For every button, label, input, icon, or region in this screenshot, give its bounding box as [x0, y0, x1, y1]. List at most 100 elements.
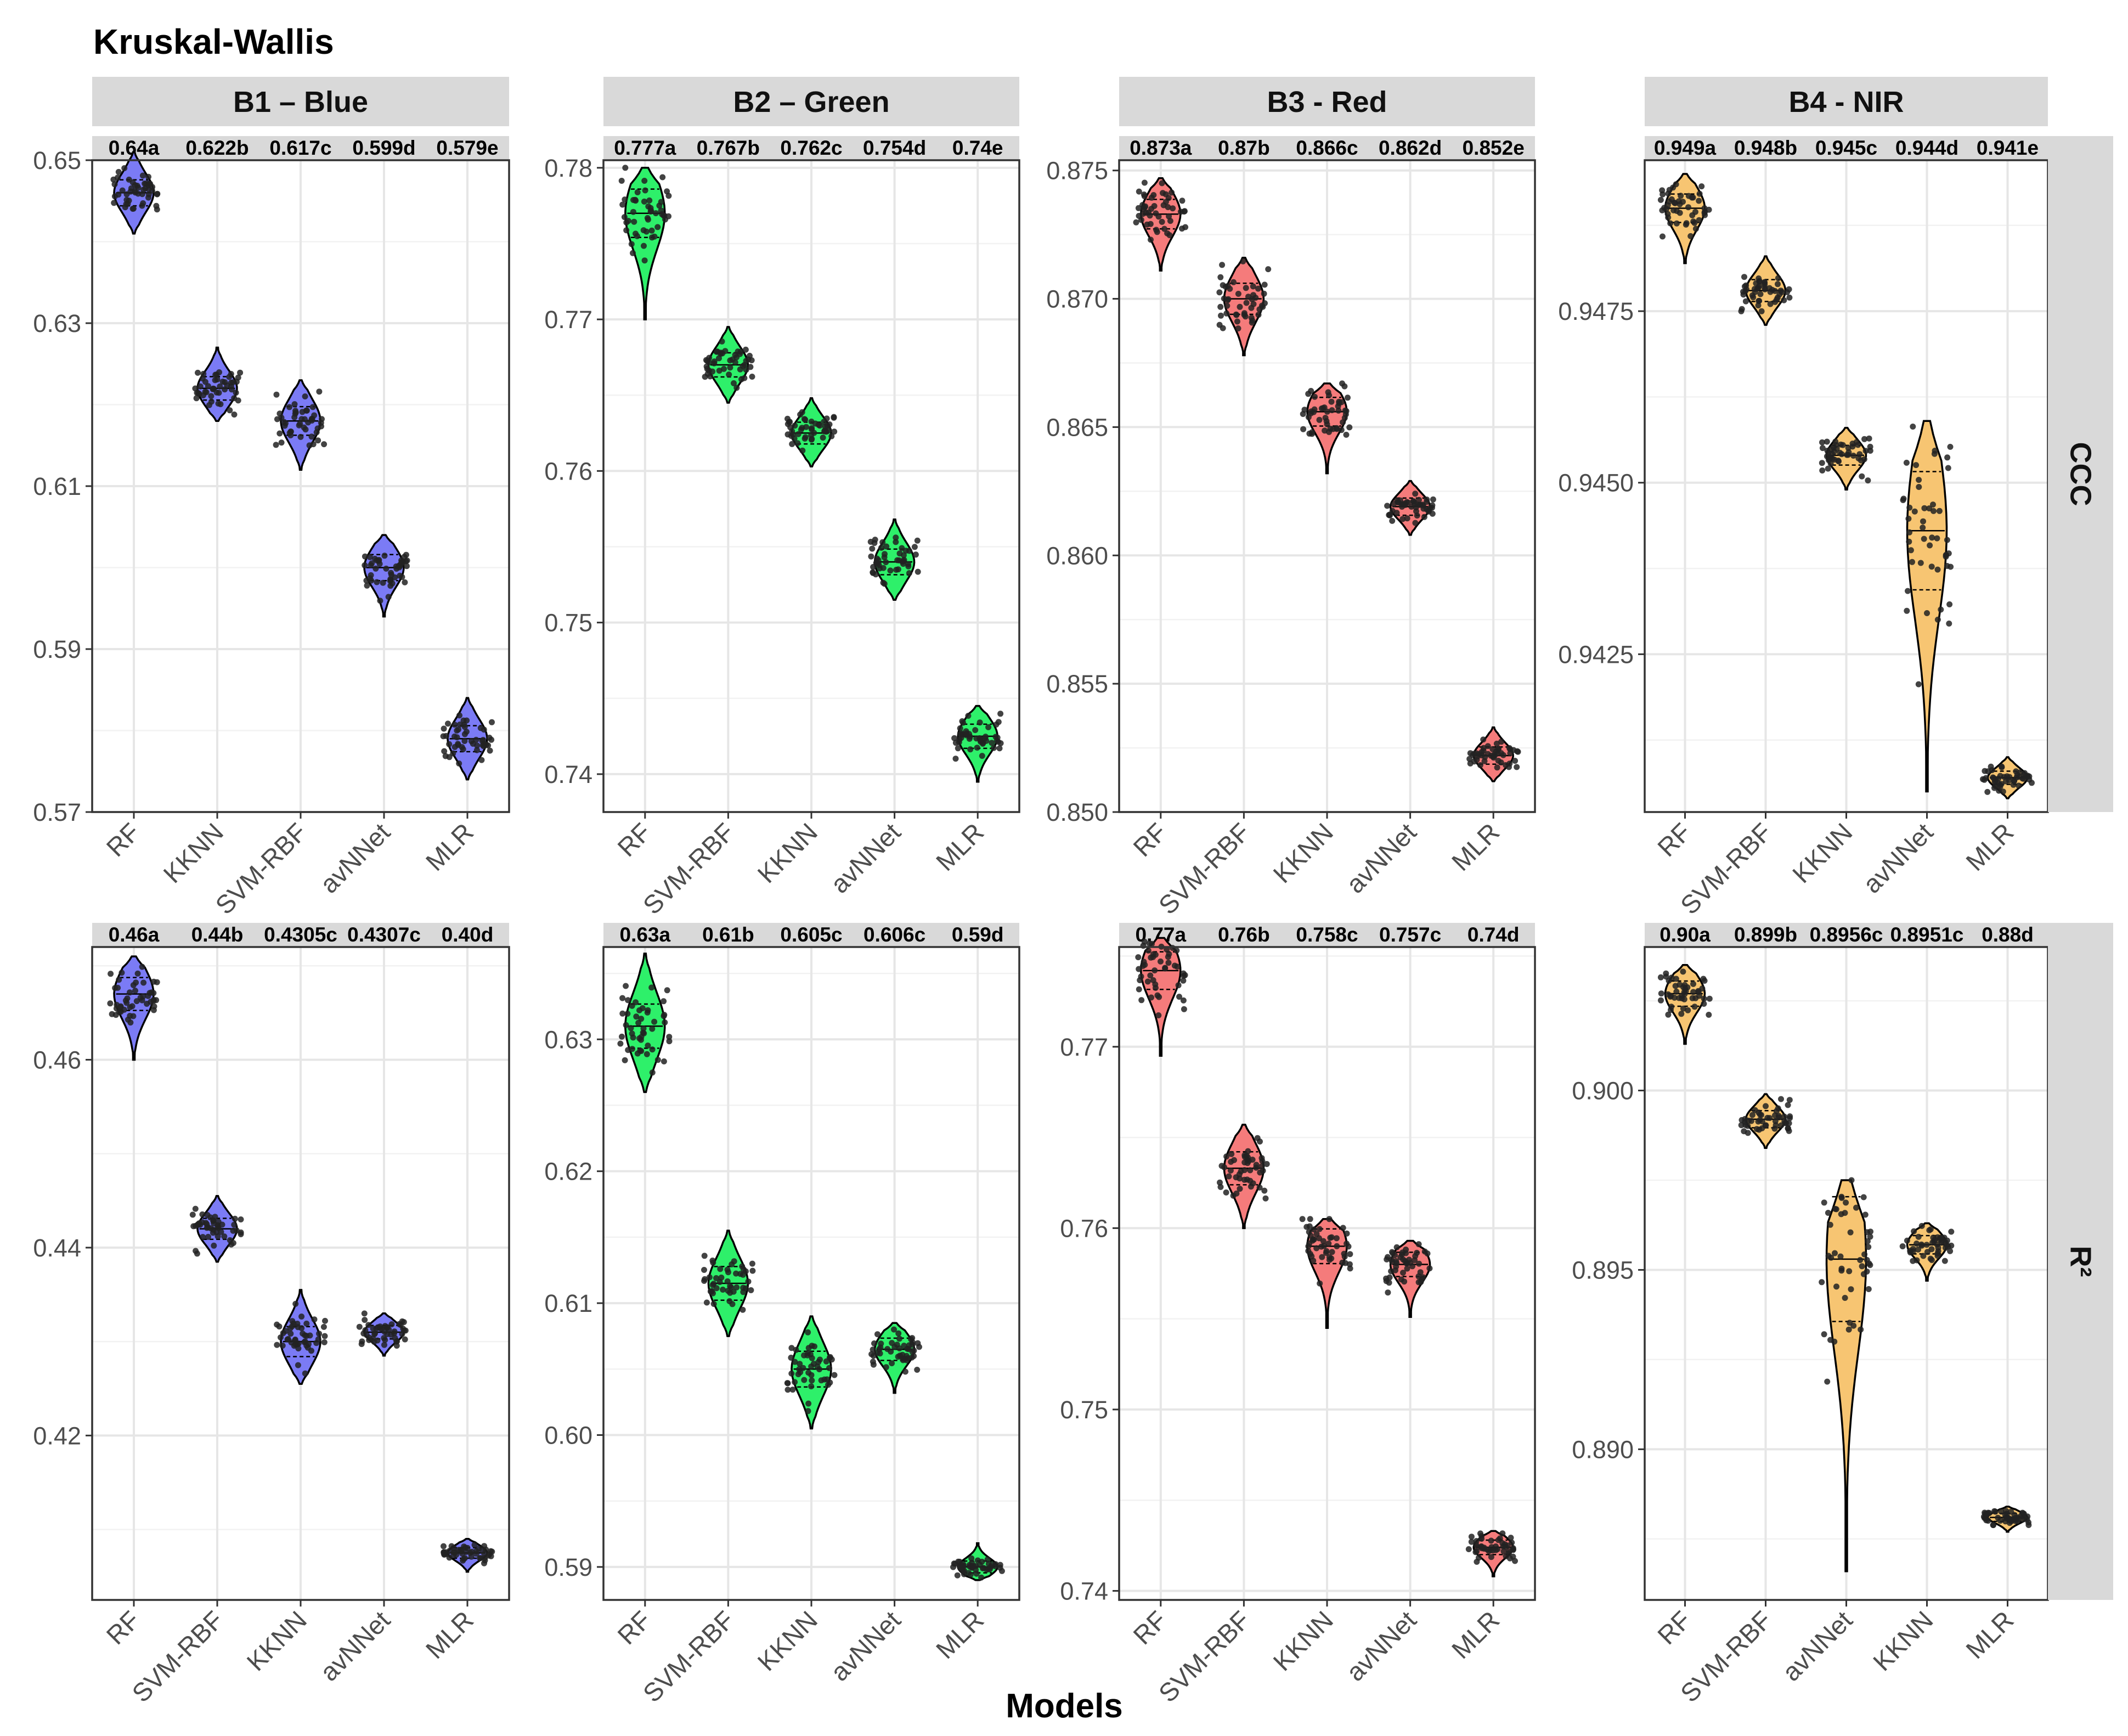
data-point: [1175, 982, 1182, 989]
data-point: [1313, 1231, 1320, 1237]
data-point: [630, 208, 636, 215]
data-point: [398, 557, 405, 563]
data-point: [1948, 563, 1954, 570]
data-point: [1334, 1243, 1340, 1249]
data-point: [365, 1322, 372, 1328]
y-tick-label: 0.59: [33, 635, 81, 663]
data-point: [1865, 477, 1871, 484]
group-annotation-avnnet: 0.754d: [863, 137, 926, 159]
data-point: [287, 1325, 293, 1332]
data-point: [1300, 426, 1307, 432]
data-point: [619, 995, 626, 1001]
data-point: [743, 367, 749, 373]
data-point: [291, 401, 298, 408]
data-point: [1769, 286, 1776, 293]
data-point: [997, 740, 1004, 747]
data-point: [404, 557, 410, 564]
y-tick-label: 0.75: [1060, 1396, 1108, 1424]
data-point: [954, 1572, 961, 1579]
data-point: [227, 407, 233, 414]
data-point: [1174, 963, 1181, 970]
data-point: [661, 998, 667, 1005]
data-point: [1683, 988, 1689, 994]
data-point: [1819, 439, 1825, 446]
x-tick-label-mlr: MLR: [1446, 1605, 1505, 1665]
y-tick-label: 0.60: [544, 1421, 592, 1449]
data-point: [298, 416, 305, 422]
data-point: [1742, 1115, 1748, 1122]
data-point: [1666, 977, 1672, 984]
data-point: [749, 374, 755, 380]
data-point: [882, 551, 888, 557]
data-point: [230, 1227, 236, 1234]
data-point: [1758, 308, 1765, 314]
data-point: [983, 737, 990, 744]
y-tick-label: 0.870: [1046, 285, 1108, 313]
data-point: [955, 1558, 962, 1565]
y-tick-label: 0.63: [544, 1025, 592, 1053]
data-point: [1738, 308, 1745, 314]
data-point: [1165, 204, 1171, 210]
data-point: [1241, 1176, 1248, 1183]
data-point: [1386, 1280, 1392, 1286]
data-point: [1665, 1011, 1672, 1018]
data-point: [1850, 453, 1856, 459]
data-point: [1659, 207, 1666, 213]
data-point: [1403, 1250, 1409, 1256]
group-annotation-kknn: 0.758c: [1296, 923, 1358, 946]
data-point: [308, 415, 315, 422]
annotation-band: [1645, 136, 2048, 160]
x-tick-label-rf: RF: [100, 1605, 145, 1650]
data-point: [1247, 1167, 1254, 1174]
group-annotation-svm-rbf: 0.617c: [269, 137, 331, 159]
data-point: [1687, 233, 1694, 239]
data-point: [316, 1331, 323, 1337]
data-point: [126, 176, 132, 183]
points-kknn: [1300, 380, 1353, 438]
y-tick-label: 0.9450: [1558, 469, 1634, 497]
data-point: [1498, 739, 1505, 745]
data-point: [455, 726, 461, 732]
data-point: [972, 727, 979, 734]
data-point: [388, 1332, 394, 1338]
data-point: [1307, 1232, 1314, 1239]
data-point: [227, 1237, 233, 1243]
data-point: [1665, 214, 1672, 221]
data-point: [1915, 1246, 1921, 1253]
points-mlr: [1980, 763, 2035, 795]
data-point: [1261, 1187, 1268, 1194]
points-kknn: [1899, 1222, 1955, 1264]
data-point: [441, 1543, 447, 1549]
data-point: [1415, 1279, 1422, 1286]
data-point: [1827, 1221, 1833, 1228]
data-point: [388, 1321, 395, 1328]
points-rf: [1657, 181, 1712, 240]
data-point: [974, 745, 980, 751]
data-point: [1319, 1254, 1325, 1260]
data-point: [631, 218, 637, 225]
data-point: [309, 404, 316, 410]
data-point: [372, 565, 379, 572]
data-point: [1179, 226, 1185, 232]
data-point: [1741, 1128, 1747, 1135]
y-tick-label: 0.61: [33, 472, 81, 500]
data-point: [1853, 1204, 1859, 1211]
data-point: [1842, 1295, 1848, 1301]
data-point: [1899, 1243, 1906, 1249]
data-point: [1936, 508, 1943, 514]
y-tick-label: 0.77: [544, 306, 592, 334]
data-point: [1145, 948, 1152, 954]
data-point: [629, 1046, 635, 1052]
data-point: [648, 227, 655, 234]
data-point: [1313, 1245, 1320, 1252]
data-point: [1226, 1173, 1232, 1180]
data-point: [1259, 1158, 1266, 1164]
data-point: [303, 1320, 310, 1327]
data-point: [911, 544, 918, 550]
data-point: [1941, 1258, 1948, 1264]
data-point: [122, 204, 128, 211]
annotation-band: [1119, 136, 1535, 160]
data-point: [478, 757, 485, 763]
data-point: [1864, 1229, 1870, 1236]
data-point: [1240, 258, 1246, 264]
